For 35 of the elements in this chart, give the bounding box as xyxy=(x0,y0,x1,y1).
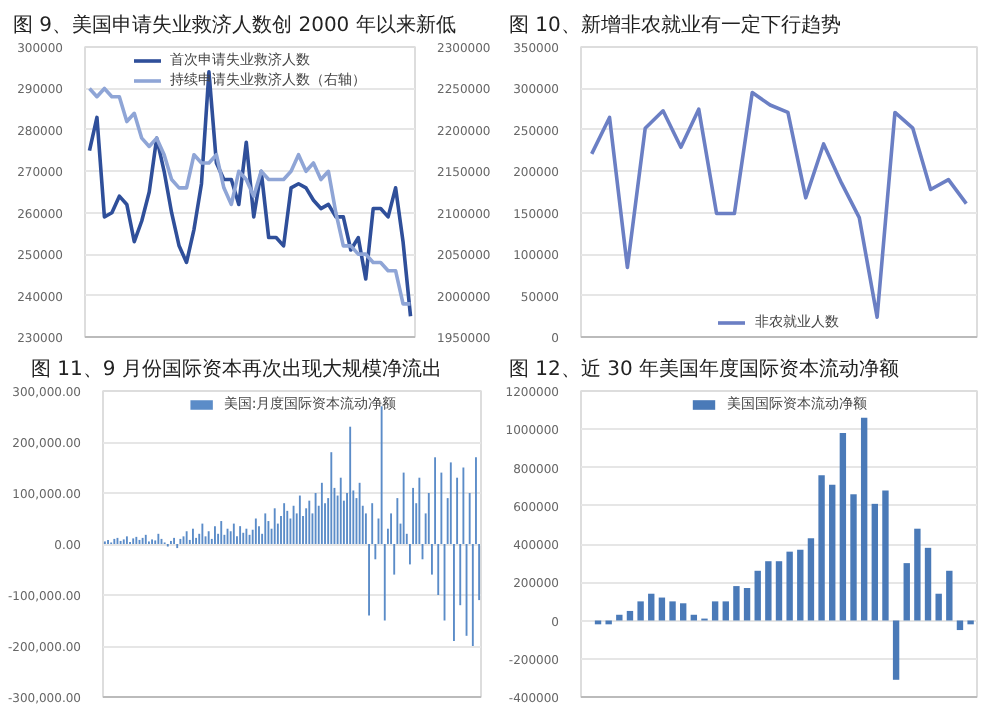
bar xyxy=(786,551,793,621)
bar xyxy=(775,561,783,621)
bar xyxy=(935,593,942,621)
bar xyxy=(850,494,857,621)
chart-title: 图 10、新增非农就业有一定下行趋势 xyxy=(509,13,841,37)
bar xyxy=(818,475,825,621)
bar xyxy=(626,610,634,621)
bar xyxy=(616,614,623,621)
bar xyxy=(924,547,932,621)
chart-title: 图 9、美国申请失业救济人数创 2000 年以来新低 xyxy=(13,13,456,37)
bar xyxy=(733,586,740,621)
bar xyxy=(829,484,836,621)
bar xyxy=(765,561,772,621)
bar xyxy=(637,601,644,621)
bar xyxy=(839,433,847,621)
bar xyxy=(914,528,921,621)
bar xyxy=(680,603,687,621)
bar xyxy=(743,587,751,621)
bar xyxy=(871,503,878,621)
bar xyxy=(754,570,761,621)
bar xyxy=(722,601,729,621)
bar xyxy=(892,620,900,680)
bar xyxy=(860,417,868,621)
bar xyxy=(882,490,889,621)
bar xyxy=(903,563,910,621)
chart-title: 图 12、近 30 年美国年度国际资本流动净额 xyxy=(509,357,899,381)
bar xyxy=(658,597,666,621)
bar xyxy=(690,614,698,621)
bar xyxy=(669,601,676,621)
bar xyxy=(711,601,719,621)
bar xyxy=(807,538,815,621)
bar xyxy=(946,570,953,621)
chart-title: 图 11、9 月份国际资本再次出现大规模净流出 xyxy=(31,357,442,381)
bar xyxy=(648,593,655,621)
bar xyxy=(797,549,804,621)
